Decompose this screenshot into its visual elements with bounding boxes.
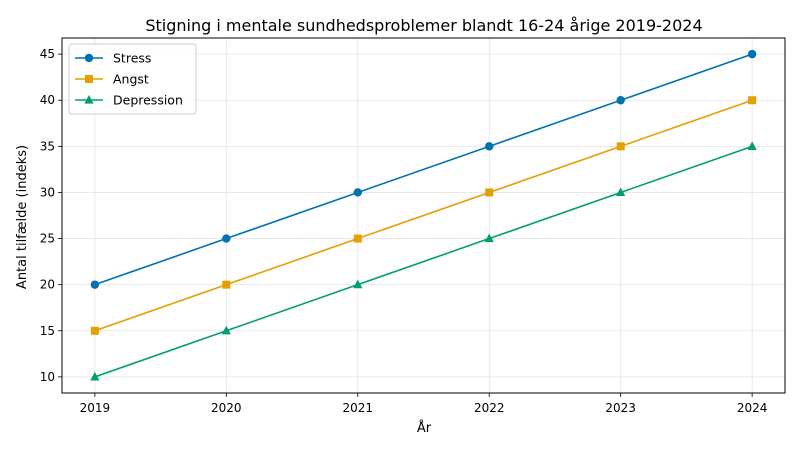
y-tick-label: 20	[40, 278, 55, 292]
data-point-stress	[222, 234, 231, 243]
y-tick-label: 35	[40, 139, 55, 153]
y-tick-label: 25	[40, 232, 55, 246]
x-axis-ticks: 2019 2020 2021 2022 2023 2024	[80, 393, 768, 415]
data-point-angst	[616, 142, 625, 151]
data-point-angst	[222, 280, 231, 289]
y-axis-ticks: 10 15 20 25 30 35 40 45	[40, 47, 62, 384]
y-axis-label: Antal tilfælde (indeks)	[15, 145, 30, 289]
data-point-depression	[221, 325, 231, 335]
legend-box	[68, 43, 197, 115]
data-point-depression	[353, 279, 363, 289]
data-point-stress	[747, 49, 757, 59]
x-axis-label: År	[417, 420, 432, 436]
series-line-angst	[94, 99, 753, 332]
data-point-angst	[90, 326, 99, 335]
data-point-angst	[748, 96, 757, 105]
legend-label-depression: Depression	[113, 93, 183, 108]
x-tick-label: 2021	[342, 401, 373, 415]
data-point-angst	[485, 188, 494, 197]
plot-area-frame	[61, 37, 786, 394]
x-tick-label: 2024	[737, 401, 768, 415]
legend-marker-depression	[84, 95, 94, 104]
x-tick-label: 2019	[80, 401, 111, 415]
x-tick-label: 2023	[605, 401, 636, 415]
legend: Stress Angst Depression	[68, 43, 197, 115]
y-tick-label: 10	[40, 370, 55, 384]
x-tick-label: 2022	[474, 401, 505, 415]
x-tick-label: 2020	[211, 401, 242, 415]
legend-marker-stress	[84, 53, 94, 63]
data-point-stress	[616, 96, 625, 105]
data-point-stress	[353, 188, 362, 197]
data-point-stress	[90, 280, 100, 289]
y-tick-label: 40	[40, 93, 55, 107]
legend-label-angst: Angst	[113, 72, 149, 87]
series-line-stress	[94, 53, 753, 286]
series-lines	[94, 53, 753, 378]
data-point-stress	[485, 142, 494, 151]
y-tick-label: 30	[40, 185, 55, 199]
legend-marker-angst	[85, 75, 93, 83]
series-line-depression	[94, 145, 753, 378]
y-tick-label: 45	[40, 47, 55, 61]
data-point-depression	[747, 141, 757, 150]
data-point-depression	[616, 187, 626, 197]
data-point-depression	[484, 233, 494, 243]
y-tick-label: 15	[40, 324, 55, 338]
legend-label-stress: Stress	[113, 51, 151, 66]
data-point-depression	[90, 371, 100, 381]
series-markers	[90, 49, 757, 381]
chart-title: Stigning i mentale sundhedsproblemer bla…	[145, 16, 702, 35]
data-point-angst	[353, 234, 362, 243]
